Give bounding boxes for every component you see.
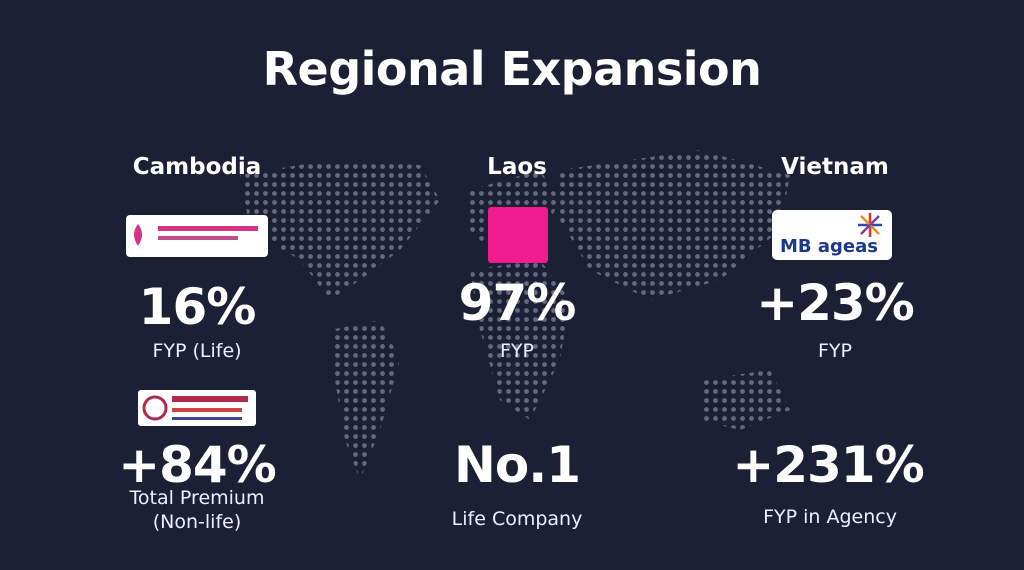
metric-value: +231% bbox=[732, 436, 924, 494]
logo-drop bbox=[134, 224, 142, 246]
metric-label: FYP in Agency bbox=[763, 506, 897, 528]
metric-value: +23% bbox=[756, 274, 915, 332]
country: Laos bbox=[487, 154, 547, 180]
logo-ring bbox=[142, 395, 168, 421]
logo-star bbox=[858, 213, 882, 237]
logo-bar bbox=[158, 236, 238, 240]
country: Vietnam bbox=[781, 154, 889, 180]
metric-value: 97% bbox=[458, 274, 577, 332]
vietnam-logo bbox=[772, 210, 892, 260]
metric-value: No.1 bbox=[454, 436, 581, 494]
country: Cambodia bbox=[132, 154, 262, 180]
metric-label: FYP (Life) bbox=[152, 340, 242, 362]
logo-bar bbox=[172, 417, 242, 420]
metric-label: FYP bbox=[500, 340, 534, 362]
logo-text: MB ageas bbox=[780, 236, 878, 257]
title: Regional Expansion bbox=[262, 42, 762, 96]
logo-bar bbox=[172, 408, 242, 412]
logo-bar bbox=[172, 396, 248, 402]
metric-label: Total Premium (Non-life) bbox=[129, 487, 265, 533]
logo-bar bbox=[158, 226, 258, 231]
metric-value: +84% bbox=[118, 436, 277, 494]
metric-label: Life Company bbox=[451, 508, 583, 530]
metric-label: FYP bbox=[818, 340, 852, 362]
metric-value: 16% bbox=[138, 278, 257, 336]
laos-logo bbox=[488, 207, 548, 263]
